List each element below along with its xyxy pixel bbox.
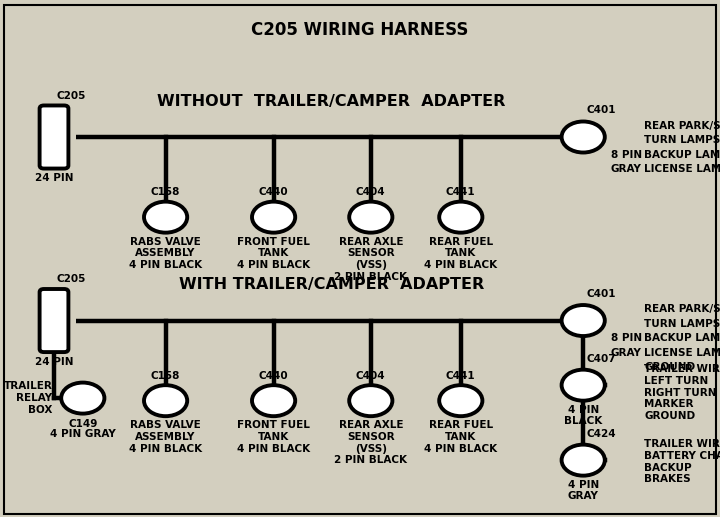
Text: REAR FUEL
TANK
4 PIN BLACK: REAR FUEL TANK 4 PIN BLACK	[424, 420, 498, 453]
Circle shape	[252, 202, 295, 233]
Circle shape	[61, 383, 104, 414]
Text: RABS VALVE
ASSEMBLY
4 PIN BLACK: RABS VALVE ASSEMBLY 4 PIN BLACK	[129, 420, 202, 453]
Circle shape	[144, 385, 187, 416]
Text: FRONT FUEL
TANK
4 PIN BLACK: FRONT FUEL TANK 4 PIN BLACK	[237, 420, 310, 453]
Text: BACKUP LAMPS: BACKUP LAMPS	[644, 333, 720, 343]
Text: 4 PIN
GRAY: 4 PIN GRAY	[567, 480, 599, 501]
Circle shape	[349, 385, 392, 416]
Text: GRAY: GRAY	[611, 164, 642, 174]
Text: C205: C205	[56, 275, 86, 284]
Text: C205 WIRING HARNESS: C205 WIRING HARNESS	[251, 21, 469, 39]
Text: 8 PIN: 8 PIN	[611, 333, 642, 343]
Text: LICENSE LAMPS: LICENSE LAMPS	[644, 347, 720, 358]
Text: 8 PIN: 8 PIN	[611, 149, 642, 160]
Text: REAR PARK/STOP: REAR PARK/STOP	[644, 304, 720, 314]
Text: C158: C158	[151, 188, 180, 197]
Text: BACKUP LAMPS: BACKUP LAMPS	[644, 149, 720, 160]
Circle shape	[562, 305, 605, 336]
FancyBboxPatch shape	[40, 289, 68, 352]
Text: REAR PARK/STOP: REAR PARK/STOP	[644, 120, 720, 131]
Text: REAR AXLE
SENSOR
(VSS)
2 PIN BLACK: REAR AXLE SENSOR (VSS) 2 PIN BLACK	[334, 237, 408, 282]
Text: C404: C404	[356, 188, 386, 197]
Text: 24 PIN: 24 PIN	[35, 173, 73, 183]
Circle shape	[439, 385, 482, 416]
Text: C407: C407	[587, 355, 616, 364]
Circle shape	[562, 370, 605, 401]
Text: WITHOUT  TRAILER/CAMPER  ADAPTER: WITHOUT TRAILER/CAMPER ADAPTER	[157, 94, 505, 109]
Text: C440: C440	[258, 371, 289, 381]
Text: C205: C205	[56, 91, 86, 101]
Circle shape	[562, 121, 605, 153]
Text: FRONT FUEL
TANK
4 PIN BLACK: FRONT FUEL TANK 4 PIN BLACK	[237, 237, 310, 270]
FancyBboxPatch shape	[40, 105, 68, 169]
Text: C404: C404	[356, 371, 386, 381]
Text: 4 PIN GRAY: 4 PIN GRAY	[50, 429, 116, 439]
Text: GRAY: GRAY	[611, 347, 642, 358]
Circle shape	[349, 202, 392, 233]
Circle shape	[252, 385, 295, 416]
Text: WITH TRAILER/CAMPER  ADAPTER: WITH TRAILER/CAMPER ADAPTER	[179, 277, 484, 292]
Text: TRAILER
RELAY
BOX: TRAILER RELAY BOX	[4, 382, 53, 415]
Text: 24 PIN: 24 PIN	[35, 357, 73, 367]
Text: REAR FUEL
TANK
4 PIN BLACK: REAR FUEL TANK 4 PIN BLACK	[424, 237, 498, 270]
Circle shape	[144, 202, 187, 233]
Text: TURN LAMPS: TURN LAMPS	[644, 135, 720, 145]
Text: TURN LAMPS: TURN LAMPS	[644, 318, 720, 329]
Text: TRAILER WIRES
BATTERY CHARGE
BACKUP
BRAKES: TRAILER WIRES BATTERY CHARGE BACKUP BRAK…	[644, 439, 720, 484]
Text: TRAILER WIRES
LEFT TURN
RIGHT TURN
MARKER
GROUND: TRAILER WIRES LEFT TURN RIGHT TURN MARKE…	[644, 364, 720, 421]
Circle shape	[439, 202, 482, 233]
Text: C441: C441	[446, 188, 476, 197]
Text: GROUND: GROUND	[644, 362, 696, 372]
Text: LICENSE LAMPS: LICENSE LAMPS	[644, 164, 720, 174]
Text: C401: C401	[587, 105, 616, 115]
Text: C424: C424	[587, 430, 616, 439]
Text: C149: C149	[68, 419, 97, 429]
Text: C441: C441	[446, 371, 476, 381]
Text: C158: C158	[151, 371, 180, 381]
Text: REAR AXLE
SENSOR
(VSS)
2 PIN BLACK: REAR AXLE SENSOR (VSS) 2 PIN BLACK	[334, 420, 408, 465]
Circle shape	[562, 445, 605, 476]
Text: RABS VALVE
ASSEMBLY
4 PIN BLACK: RABS VALVE ASSEMBLY 4 PIN BLACK	[129, 237, 202, 270]
Text: C401: C401	[587, 289, 616, 299]
Text: 4 PIN
BLACK: 4 PIN BLACK	[564, 405, 603, 427]
Text: C440: C440	[258, 188, 289, 197]
